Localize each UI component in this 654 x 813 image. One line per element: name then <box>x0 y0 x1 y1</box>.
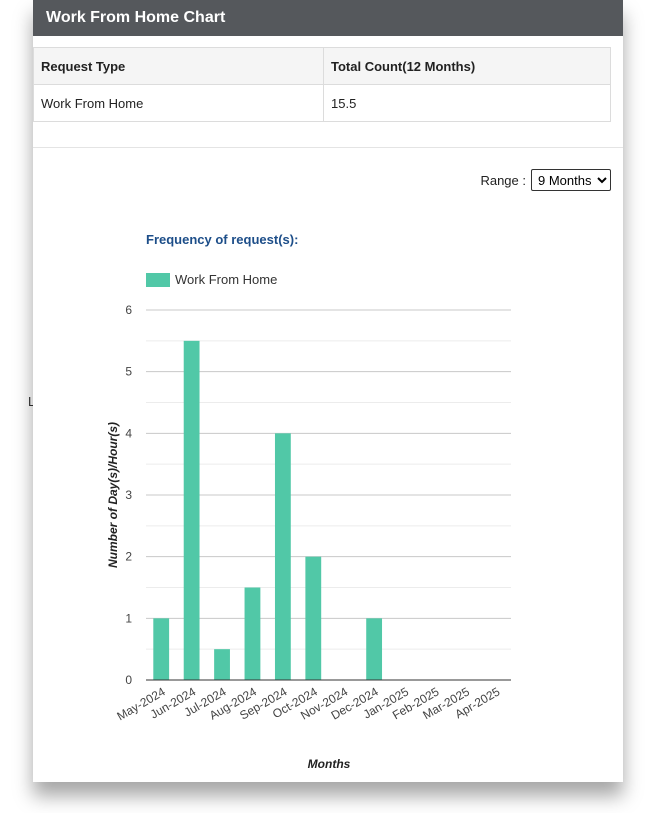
table-row: Work From Home 15.5 <box>33 84 611 122</box>
bar-aug-2024 <box>244 587 261 680</box>
cell-request-type: Work From Home <box>33 84 324 122</box>
summary-table: Request Type Total Count(12 Months) Work… <box>33 47 611 122</box>
y-tick-label: 4 <box>125 426 132 440</box>
bar-jul-2024 <box>214 649 230 680</box>
bar-chart: 0123456May-2024Jun-2024Jul-2024Aug-2024S… <box>114 303 511 723</box>
range-label: Range : <box>480 172 526 188</box>
range-select[interactable]: 9 Months <box>531 169 611 191</box>
bar-sep-2024 <box>274 433 291 680</box>
y-tick-label: 0 <box>125 673 132 687</box>
legend-swatch <box>146 272 170 287</box>
table-header-row: Request Type Total Count(12 Months) <box>33 47 611 85</box>
section-divider <box>33 147 623 148</box>
chart-title: Frequency of request(s): <box>146 232 299 247</box>
bar-may-2024 <box>153 618 170 680</box>
y-tick-label: 6 <box>125 303 132 317</box>
bar-dec-2024 <box>366 618 383 680</box>
bar-oct-2024 <box>305 556 322 680</box>
stray-text: L <box>28 394 36 409</box>
y-tick-label: 3 <box>125 488 132 502</box>
y-axis-label: Number of Day(s)/Hour(s) <box>106 421 120 569</box>
y-tick-label: 5 <box>125 365 132 379</box>
bar-jun-2024 <box>183 340 200 680</box>
y-tick-label: 2 <box>125 550 132 564</box>
chart-legend: Work From Home <box>146 272 277 287</box>
work-from-home-card: Work From Home Chart Request Type Total … <box>33 0 623 782</box>
column-header-total-count: Total Count(12 Months) <box>323 47 611 85</box>
card-header: Work From Home Chart <box>33 0 623 36</box>
legend-label: Work From Home <box>175 272 278 287</box>
range-control: Range : 9 Months <box>480 169 611 191</box>
x-axis-label: Months <box>307 757 351 771</box>
column-header-request-type: Request Type <box>33 47 324 85</box>
y-tick-label: 1 <box>125 611 132 625</box>
cell-total-count: 15.5 <box>323 84 611 122</box>
